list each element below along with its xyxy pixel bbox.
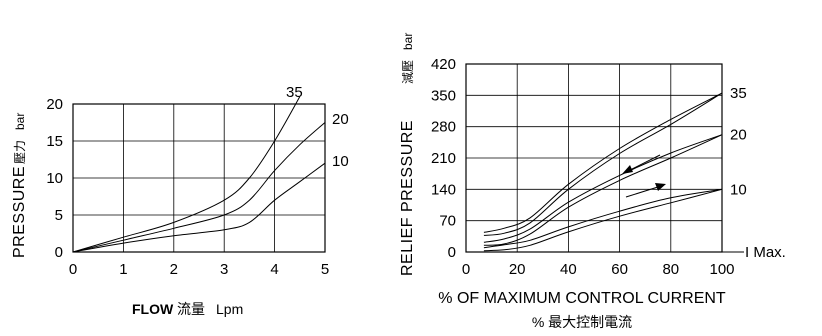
series-label-20: 20 <box>730 127 747 144</box>
series-labels: 35 20 10 <box>286 84 349 170</box>
y-axis-label-group: RELIEF PRESSURE 減壓 bar <box>399 33 416 276</box>
y-axis-label-group: PRESSURE 壓力 bar <box>11 113 28 258</box>
y-axis-label-cjk: 壓力 <box>13 140 27 164</box>
x-axis-label: FLOW <box>132 301 174 317</box>
series-label-10: 10 <box>332 153 349 170</box>
y-tick-label: 70 <box>439 213 456 230</box>
decreasing-arrow-head <box>622 165 633 174</box>
plot-frame <box>465 63 723 253</box>
series-group <box>483 92 723 252</box>
y-tick-label: 350 <box>431 87 456 104</box>
x-tick-label: 5 <box>321 261 329 278</box>
x-tick-label: 4 <box>270 261 278 278</box>
series-label-10: 10 <box>730 181 747 198</box>
y-tick-label: 15 <box>46 133 63 150</box>
x-tick-label: 60 <box>611 261 628 278</box>
y-tick-label: 20 <box>46 96 63 113</box>
series-label-20: 20 <box>332 111 349 128</box>
y-tick-label: 0 <box>448 244 456 261</box>
x-tick-label: 3 <box>220 261 228 278</box>
x-tick-labels: 0 20 40 60 80 100 <box>462 261 735 278</box>
y-axis-label: RELIEF PRESSURE <box>399 120 416 276</box>
x-axis-label-cjk: 流量 <box>177 301 205 317</box>
series-line-10 <box>72 162 326 253</box>
y-tick-label: 140 <box>431 181 456 198</box>
relief-pressure-chart: 0 20 40 60 80 100 0 70 140 210 280 350 420 35 20 10 I… <box>399 33 786 330</box>
x-tick-label: 1 <box>119 261 127 278</box>
x-tick-label: 0 <box>69 261 77 278</box>
y-tick-labels: 0 5 10 15 20 <box>46 96 63 261</box>
increasing-arrow-head <box>655 183 666 191</box>
series-line-35 <box>483 92 723 236</box>
x-tick-label: 40 <box>560 261 577 278</box>
series-labels: 35 20 10 <box>730 85 747 198</box>
y-axis-unit: bar <box>401 33 415 50</box>
series-label-35: 35 <box>730 85 747 102</box>
y-axis-label: PRESSURE <box>11 166 28 258</box>
series-line-20-return <box>483 134 723 243</box>
x-tick-label: 100 <box>709 261 734 278</box>
series-line-20 <box>483 134 723 246</box>
x-tick-label: 0 <box>462 261 470 278</box>
x-axis-label-cjk: % 最大控制電流 <box>532 314 632 330</box>
series-line-10 <box>483 188 723 252</box>
increasing-arrow-line <box>625 185 662 198</box>
plot-frame <box>72 103 326 253</box>
hysteresis-arrows <box>622 154 666 198</box>
y-tick-labels: 0 70 140 210 280 350 420 <box>431 56 456 261</box>
x-tick-label: 2 <box>170 261 178 278</box>
series-label-35: 35 <box>286 84 303 101</box>
x-tick-labels: 0 1 2 3 4 5 <box>69 261 329 278</box>
x-axis-unit: Lpm <box>216 301 243 317</box>
series-line-35 <box>72 96 301 253</box>
series-line-20 <box>72 122 326 253</box>
x-tick-label: 80 <box>662 261 679 278</box>
series-line-35-return <box>483 92 723 233</box>
flow-pressure-chart: 0 1 2 3 4 5 0 5 10 15 20 35 20 10 PRESSURE 壓力 bar F… <box>11 84 349 317</box>
y-axis-label-cjk: 減壓 <box>400 60 415 84</box>
series-group <box>72 96 326 253</box>
y-axis-unit: bar <box>13 113 27 130</box>
y-tick-label: 210 <box>431 150 456 167</box>
imax-label: I Max. <box>745 244 786 261</box>
y-tick-label: 0 <box>55 244 63 261</box>
y-tick-label: 280 <box>431 119 456 136</box>
y-tick-label: 5 <box>55 207 63 224</box>
y-tick-label: 420 <box>431 56 456 73</box>
x-tick-label: 20 <box>509 261 526 278</box>
grid <box>72 103 326 253</box>
series-line-10-return <box>483 188 723 249</box>
y-tick-label: 10 <box>46 170 63 187</box>
x-axis-label: % OF MAXIMUM CONTROL CURRENT <box>438 290 726 307</box>
